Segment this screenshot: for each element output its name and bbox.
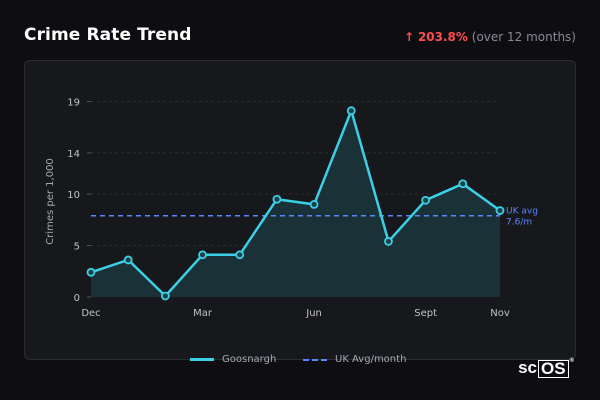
series-area [91, 110, 500, 297]
x-tick-label: Dec [81, 308, 100, 319]
x-tick-label: Mar [193, 308, 213, 319]
y-tick-label: 5 [74, 242, 80, 253]
series-line [90, 109, 501, 298]
y-tick-label: 10 [67, 190, 80, 201]
change-arrow: ↑ [404, 30, 415, 44]
chart-title: Crime Rate Trend [24, 25, 192, 45]
legend-item-series[interactable]: Goosnargh [190, 354, 276, 365]
y-axis-title: Crimes per 1,000 [45, 158, 56, 245]
change-note: (over 12 months) [471, 30, 576, 44]
x-tick-label: Nov [490, 308, 510, 319]
legend: Goosnargh UK Avg/month [0, 354, 600, 370]
x-axis: Dec Mar Jun Sept Nov [81, 308, 510, 319]
data-point[interactable] [495, 206, 505, 215]
y-axis: 0 5 10 14 19 [67, 97, 91, 304]
data-point[interactable] [384, 237, 393, 246]
legend-label-reference: UK Avg/month [335, 354, 407, 365]
data-point[interactable] [421, 195, 431, 205]
data-points [86, 106, 505, 301]
legend-item-reference[interactable]: UK Avg/month [303, 354, 406, 365]
logo-text: sc [518, 358, 538, 377]
data-point[interactable] [86, 267, 96, 277]
logo-box-text: OS [538, 360, 569, 378]
legend-swatch-reference [303, 358, 327, 361]
x-tick-label: Jun [305, 308, 322, 319]
uk-average-label: UK avg [506, 207, 538, 217]
scos-logo: sc OS ® [518, 358, 574, 378]
y-tick-label: 14 [67, 149, 80, 160]
data-point[interactable] [346, 106, 356, 116]
data-point[interactable] [235, 250, 245, 260]
legend-label-series: Goosnargh [222, 354, 277, 365]
change-value: 203.8% [417, 30, 468, 44]
x-tick-label: Sept [414, 308, 437, 319]
data-point[interactable] [458, 179, 468, 189]
data-point[interactable] [198, 250, 207, 260]
data-point[interactable] [309, 199, 319, 209]
change-indicator: ↑ 203.8% (over 12 months) [404, 30, 576, 44]
y-tick-label: 0 [74, 293, 80, 304]
data-point[interactable] [272, 194, 282, 204]
legend-swatch-series [190, 358, 214, 361]
data-point[interactable] [123, 255, 133, 265]
data-point[interactable] [160, 291, 170, 301]
uk-average-value-label: 7.6/m [506, 218, 532, 228]
logo-registered-mark: ® [569, 358, 574, 364]
y-tick-label: 19 [67, 97, 80, 108]
